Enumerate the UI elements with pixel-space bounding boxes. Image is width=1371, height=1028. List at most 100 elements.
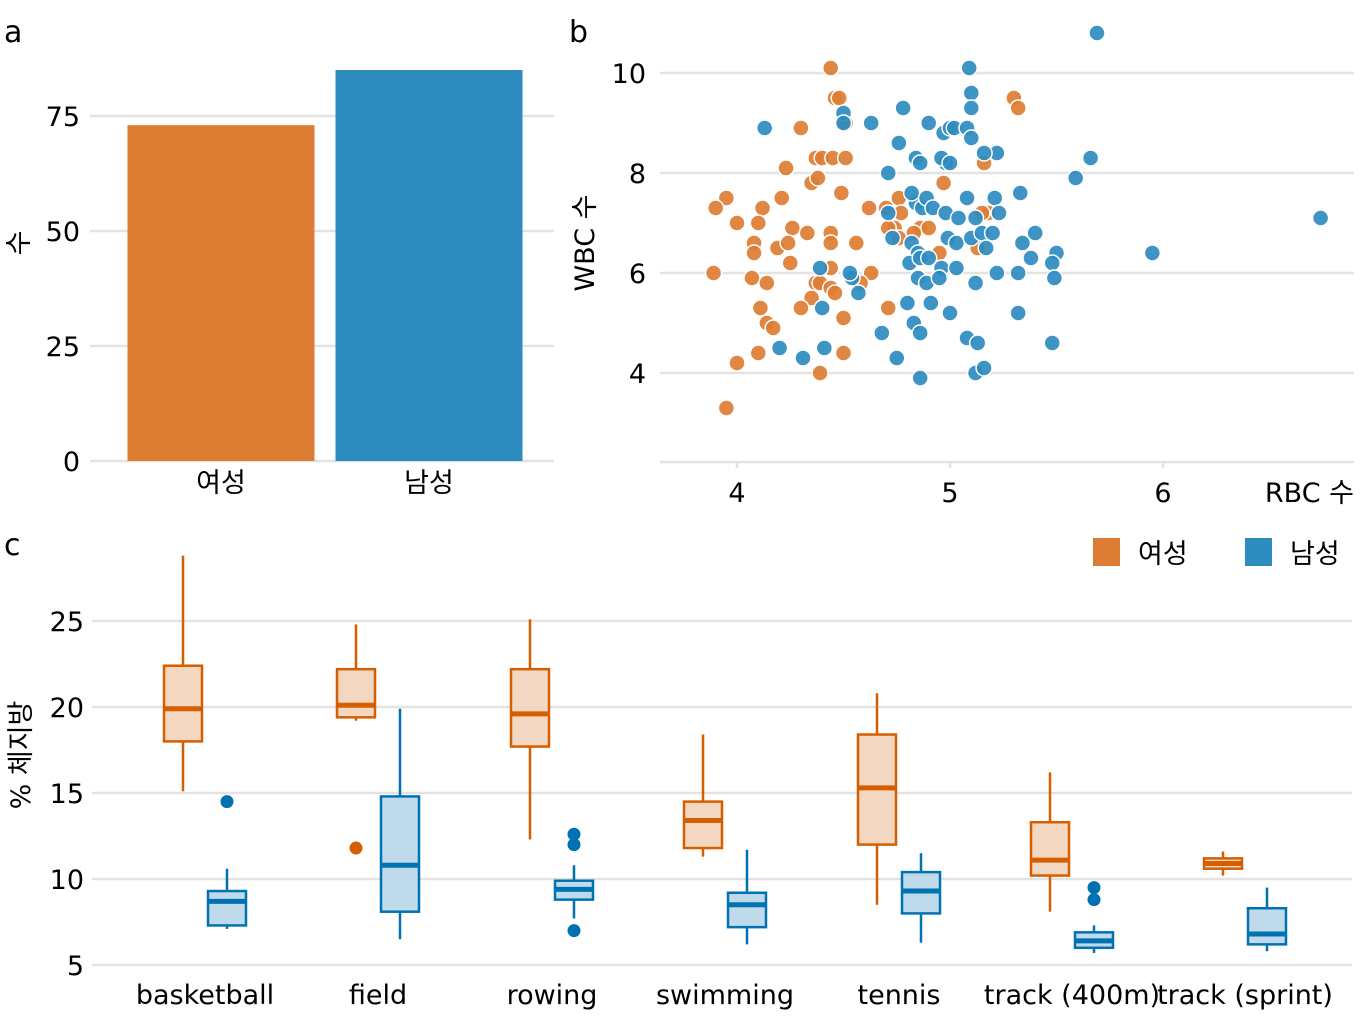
scatter-point-female (717, 189, 736, 207)
scatter-point-male (962, 129, 981, 147)
panel-label-a: a (4, 15, 22, 50)
bar-male (335, 70, 523, 461)
scatter-point-male (962, 84, 981, 102)
scatter-point-male (922, 294, 940, 312)
scatter-point-male (890, 134, 908, 152)
scatter-point-female (743, 269, 761, 287)
scatter-point-female (879, 299, 897, 317)
scatter-point-female (792, 299, 810, 317)
scatter-point-male (902, 184, 921, 202)
scatter-point-female (749, 344, 768, 362)
scatter-point-male (985, 189, 1004, 207)
scatter-point-female (811, 364, 829, 382)
scatter-point-male (770, 339, 789, 357)
scatter-x-tick-label: 4 (728, 478, 745, 509)
scatter-point-male (888, 349, 906, 367)
panel-label-b: b (569, 15, 588, 50)
scatter-point-male (975, 359, 993, 377)
scatter-point-female (772, 189, 791, 207)
box-y-tick-label: 15 (50, 779, 84, 810)
bar-y-tick-label: 0 (63, 447, 80, 478)
scatter-point-male (873, 324, 891, 342)
scatter-point-female (1009, 99, 1027, 117)
scatter-point-female (779, 234, 797, 252)
scatter-point-female (751, 299, 770, 317)
scatter-point-female (728, 354, 746, 372)
scatter-point-male (988, 264, 1006, 282)
scatter-point-male (834, 114, 853, 132)
box-y-tick-label: 10 (50, 865, 84, 896)
scatter-point-male (1143, 244, 1162, 262)
scatter-y-tick-label: 6 (629, 259, 646, 290)
scatter-point-male (941, 304, 959, 322)
scatter-y-axis-title: WBC 수 (570, 194, 601, 291)
legend-label-female: 여성 (1138, 539, 1188, 570)
bar-y-tick-label: 50 (46, 217, 80, 248)
scatter-point-male (849, 284, 868, 302)
scatter-point-male (968, 334, 987, 352)
scatter-point-male (977, 239, 995, 257)
scatter-point-male (960, 59, 978, 77)
box-x-tick-label: track (400m) (984, 980, 1160, 1011)
box-y-tick-label: 5 (67, 951, 84, 982)
scatter-point-male (1022, 249, 1040, 267)
scatter-point-female (862, 264, 880, 282)
box-y-axis-title: % 체지방 (6, 701, 37, 810)
box-iqr-female (509, 667, 551, 748)
scatter-point-male (990, 204, 1008, 222)
scatter-y-tick-label: 8 (629, 159, 646, 190)
box-outlier-male (220, 795, 234, 809)
panel-label-c: c (4, 528, 21, 563)
box-iqr-female (682, 800, 724, 850)
scatter-point-male (1081, 149, 1100, 167)
scatter-point-male (883, 229, 902, 247)
scatter-point-female (764, 319, 782, 337)
legend: 여성 남성 (1093, 538, 1340, 570)
bar-y-tick-label: 25 (46, 332, 80, 363)
box-x-tick-label: tennis (858, 980, 941, 1011)
legend-label-male: 남성 (1290, 539, 1340, 570)
scatter-point-female (704, 264, 723, 282)
scatter-point-male (1013, 234, 1032, 252)
legend-swatch-female (1093, 538, 1120, 566)
bar-y-tick-label: 75 (46, 102, 80, 133)
scatter-point-male (919, 249, 938, 267)
scatter-point-male (966, 209, 985, 227)
scatter-point-male (813, 299, 831, 317)
scatter-point-male (755, 119, 774, 137)
legend-swatch-male (1245, 538, 1272, 566)
box-iqr-female (162, 664, 204, 743)
scatter-point-female (792, 119, 810, 137)
box-iqr-female (335, 667, 377, 719)
box-outlier-male (567, 838, 581, 852)
scatter-point-male (894, 99, 912, 117)
box-iqr-male (726, 891, 768, 929)
scatter-y-tick-label: 4 (629, 359, 646, 390)
scatter-point-female (934, 174, 953, 192)
scatter-x-tick-label: 5 (941, 478, 958, 509)
scatter-point-male (962, 99, 981, 117)
scatter-point-male (911, 369, 929, 387)
scatter-point-female (753, 199, 772, 217)
box-iqr-male (206, 889, 248, 927)
scatter-point-male (949, 209, 968, 227)
box-y-tick-label: 25 (50, 607, 84, 638)
scatter-point-female (706, 199, 725, 217)
scatter-point-female (777, 159, 795, 177)
scatter-point-male (1311, 209, 1330, 227)
scatter-point-male (879, 204, 897, 222)
scatter-point-male (1043, 334, 1061, 352)
box-iqr-male (379, 795, 421, 913)
scatter-point-male (1088, 24, 1106, 42)
scatter-point-male (811, 259, 829, 277)
box-x-tick-label: field (349, 980, 407, 1011)
scatter-point-female (783, 219, 802, 237)
scatter-x-tick-label: 6 (1154, 478, 1171, 509)
scatter-point-male (930, 269, 949, 287)
scatter-point-male (983, 224, 1002, 242)
scatter-point-male (1009, 264, 1027, 282)
scatter-point-male (1045, 269, 1064, 287)
scatter-point-male (815, 339, 834, 357)
scatter-point-male (879, 164, 897, 182)
